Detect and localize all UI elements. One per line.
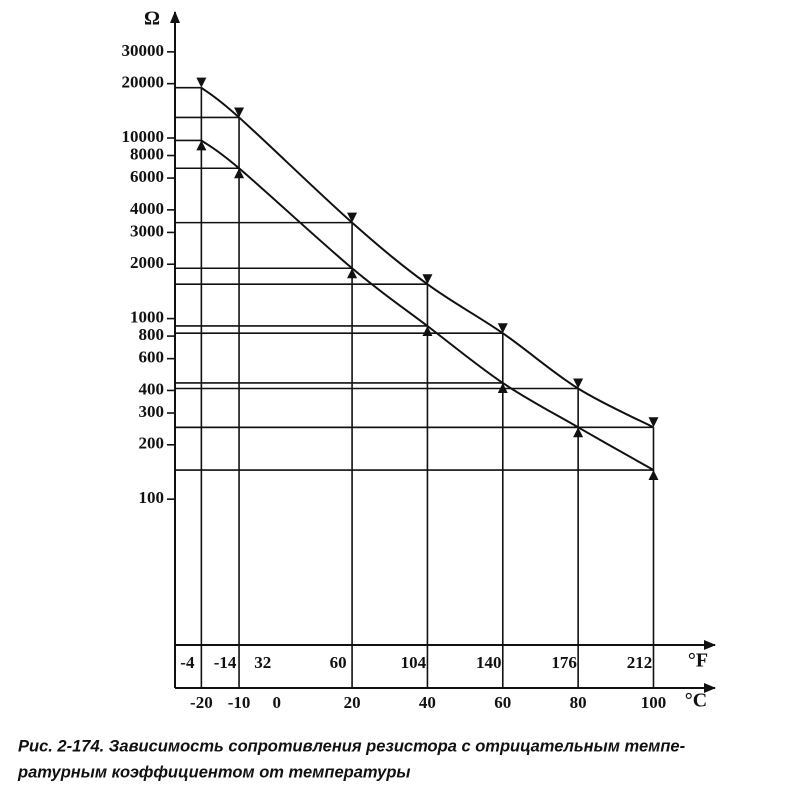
curve — [200, 139, 654, 471]
point-marker — [573, 427, 584, 438]
y-tick-label: 400 — [139, 379, 165, 398]
y-tick-label: 10000 — [122, 127, 165, 146]
y-tick-label: 100 — [139, 488, 165, 507]
point-marker — [347, 268, 358, 279]
x-tick-label: 20 — [344, 693, 361, 712]
point-marker — [422, 325, 433, 336]
caption: Рис. 2-174. Зависимость сопротивления ре… — [18, 737, 686, 755]
x-axis-label: °C — [685, 690, 707, 712]
point-marker — [234, 168, 245, 179]
y-tick-label: 800 — [139, 325, 165, 344]
y-tick-label: 6000 — [130, 167, 164, 186]
point-marker — [573, 378, 584, 389]
point-marker — [648, 417, 659, 428]
y-tick-label: 30000 — [122, 41, 165, 60]
y-tick-label: 8000 — [130, 144, 164, 163]
y-tick-label: 1000 — [130, 307, 164, 326]
point-marker — [497, 382, 508, 393]
x-tick-label: 100 — [641, 693, 667, 712]
point-marker — [234, 107, 245, 118]
x2-tick-label: 140 — [476, 653, 502, 672]
point-marker — [347, 212, 358, 223]
x-tick-label: 80 — [570, 693, 587, 712]
point-marker — [196, 140, 207, 151]
y-tick-label: 600 — [139, 348, 165, 367]
y-axis-label: Ω — [144, 8, 160, 30]
y-tick-label: 300 — [139, 402, 165, 421]
x-tick-label: -10 — [228, 693, 251, 712]
y-tick-label: 4000 — [130, 199, 164, 218]
x2-tick-label: 104 — [401, 653, 427, 672]
point-marker — [196, 77, 207, 88]
x2-tick-label: 60 — [330, 653, 347, 672]
x2-tick-label: 212 — [627, 653, 653, 672]
point-marker — [497, 323, 508, 334]
point-marker — [422, 274, 433, 285]
x-tick-label: -20 — [190, 693, 213, 712]
y-tick-label: 2000 — [130, 253, 164, 272]
x-tick-label: 0 — [272, 693, 281, 712]
x2-tick-label: -14 — [214, 653, 237, 672]
y-tick-label: 20000 — [122, 73, 165, 92]
point-marker — [648, 470, 659, 481]
y-tick-label: 3000 — [130, 221, 164, 240]
x-tick-label: 60 — [494, 693, 511, 712]
x2-tick-label: 32 — [254, 653, 271, 672]
x-tick-label: 40 — [419, 693, 436, 712]
x2-tick-label: 176 — [551, 653, 577, 672]
curve — [200, 86, 654, 429]
x2-tick-label: -4 — [180, 653, 195, 672]
x2-axis-label: °F — [688, 650, 708, 672]
y-tick-label: 200 — [139, 434, 165, 453]
caption: ратурным коэффициентом от температуры — [17, 763, 411, 781]
